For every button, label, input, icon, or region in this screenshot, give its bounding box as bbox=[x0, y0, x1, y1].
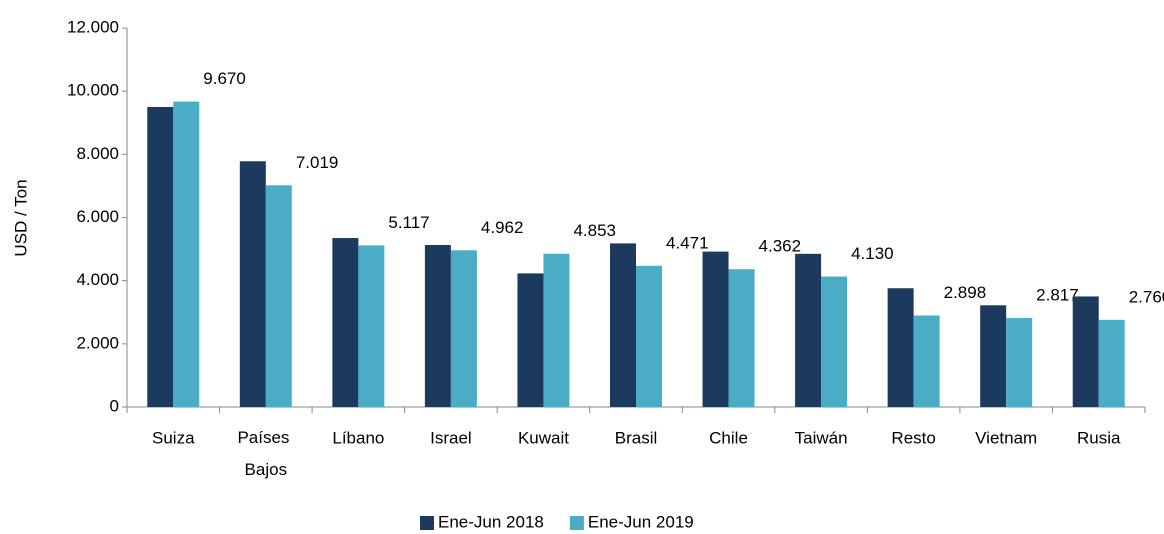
data-label: 2.817 bbox=[1036, 286, 1079, 305]
bar bbox=[543, 253, 570, 407]
bar bbox=[1006, 318, 1033, 407]
bar bbox=[332, 238, 359, 407]
legend-label: Ene-Jun 2019 bbox=[588, 512, 694, 531]
data-label: 5.117 bbox=[388, 213, 429, 232]
bar bbox=[636, 265, 662, 407]
y-tick-label: 0 bbox=[110, 396, 119, 415]
bar bbox=[702, 251, 729, 407]
bar bbox=[147, 106, 174, 407]
bar bbox=[517, 273, 544, 407]
data-label: 4.130 bbox=[851, 244, 894, 263]
y-tick-label: 2.000 bbox=[76, 333, 119, 352]
bar bbox=[821, 276, 848, 407]
data-label: 4.853 bbox=[573, 221, 616, 240]
y-tick-label: 8.000 bbox=[76, 144, 119, 163]
data-label: 4.362 bbox=[759, 237, 802, 256]
data-label: 7.019 bbox=[296, 153, 339, 172]
data-label: 4.962 bbox=[481, 218, 524, 237]
x-tick-label: Suiza bbox=[152, 428, 195, 447]
bar bbox=[913, 315, 940, 407]
bar bbox=[265, 185, 292, 407]
data-label: 9.670 bbox=[203, 69, 246, 88]
x-tick-label: Países Bajos bbox=[237, 428, 294, 479]
x-tick-label: Chile bbox=[709, 428, 748, 447]
x-tick-label: Taiwán bbox=[795, 428, 848, 447]
bar bbox=[980, 305, 1007, 407]
data-label: 4.471 bbox=[666, 233, 709, 252]
bar bbox=[1098, 319, 1125, 407]
legend-swatch bbox=[420, 516, 434, 530]
x-tick-label: Vietnam bbox=[975, 428, 1037, 447]
y-tick-label: 6.000 bbox=[76, 207, 119, 226]
bar bbox=[173, 101, 200, 407]
x-tick-label: Israel bbox=[430, 428, 472, 447]
y-tick-label: 12.000 bbox=[67, 17, 119, 36]
data-label: 2.760 bbox=[1129, 287, 1164, 306]
x-tick-label: Líbano bbox=[332, 428, 384, 447]
bar bbox=[239, 161, 266, 407]
x-tick-label: Rusia bbox=[1077, 428, 1121, 447]
bar bbox=[358, 245, 385, 407]
bar bbox=[795, 253, 822, 407]
x-tick-label: Resto bbox=[891, 428, 935, 447]
x-tick-label: Kuwait bbox=[518, 428, 569, 447]
y-tick-label: 10.000 bbox=[67, 81, 119, 100]
legend-label: Ene-Jun 2018 bbox=[438, 512, 544, 531]
bar bbox=[887, 288, 914, 407]
bar bbox=[1072, 296, 1099, 407]
x-tick-label: Brasil bbox=[615, 428, 658, 447]
y-tick-label: 4.000 bbox=[76, 270, 119, 289]
bar bbox=[450, 250, 477, 407]
data-label: 2.898 bbox=[944, 283, 987, 302]
y-axis-label: USD / Ton bbox=[11, 179, 30, 256]
bar bbox=[728, 269, 755, 407]
bar bbox=[610, 243, 636, 407]
legend-swatch bbox=[569, 516, 584, 530]
bar bbox=[424, 244, 451, 407]
